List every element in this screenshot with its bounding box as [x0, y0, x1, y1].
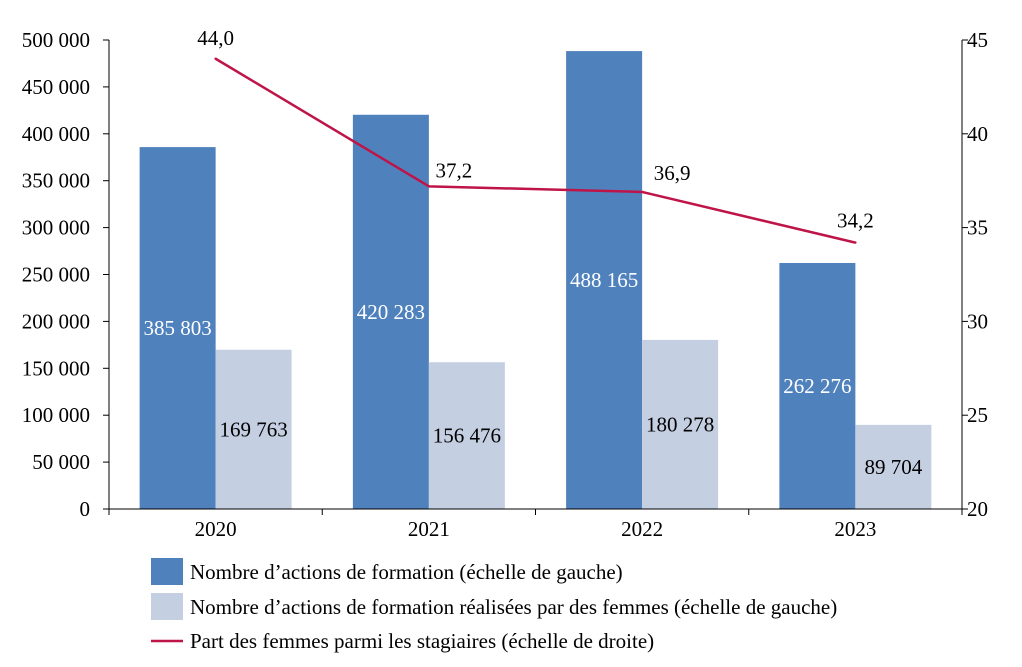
axes-group: 0 50 000 100 000 150 000 200 000 250 000 300 0… — [22, 28, 988, 541]
bar-actions-femmes-2023 — [855, 424, 932, 509]
bar-actions-formation-2022 — [566, 51, 643, 510]
bar-label-actions-formation-2020: 385 803 — [144, 316, 212, 340]
y-right-tick-label: 25 — [967, 403, 988, 427]
bar-actions-formation-2020 — [139, 147, 216, 509]
bar-label-actions-formation-2021: 420 283 — [357, 300, 425, 324]
y-right-tick-label: 20 — [967, 497, 988, 521]
bar-label-actions-femmes-2022: 180 278 — [646, 412, 714, 436]
bar-actions-femmes-2021 — [428, 362, 505, 509]
line-point-part-femmes-2023 — [854, 241, 857, 244]
bar-actions-formation-2021 — [352, 114, 429, 510]
legend-item-actions-formation: Nombre d’actions de formation (échelle d… — [151, 558, 623, 585]
legend-label-actions-femmes: Nombre d’actions de formation réalisées … — [190, 595, 837, 619]
legend-item-actions-femmes: Nombre d’actions de formation réalisées … — [151, 593, 837, 620]
bar-label-actions-femmes-2020: 169 763 — [220, 417, 288, 441]
y-right-tick-label: 35 — [967, 216, 988, 240]
y-left-tick-label: 150 000 — [22, 356, 90, 380]
bar-label-actions-femmes-2023: 89 704 — [865, 455, 923, 479]
x-tick-label-2020: 2020 — [195, 517, 237, 541]
line-label-part-femmes-2022: 36,9 — [654, 161, 691, 185]
bar-label-actions-formation-2023: 262 276 — [783, 374, 851, 398]
legend: Nombre d’actions de formation (échelle d… — [151, 558, 837, 653]
line-point-part-femmes-2022 — [640, 190, 644, 194]
bar-series-group — [139, 51, 932, 510]
line-label-part-femmes-2020: 44,0 — [197, 26, 234, 50]
legend-label-actions-formation: Nombre d’actions de formation (échelle d… — [190, 560, 623, 584]
line-part-femmes — [214, 57, 856, 244]
legend-swatch-actions-formation — [151, 558, 183, 585]
y-left-tick-label: 350 000 — [22, 169, 90, 193]
y-left-tick-label: 400 000 — [22, 122, 90, 146]
y-left-tick-label: 100 000 — [22, 403, 90, 427]
line-label-part-femmes-2021: 37,2 — [436, 158, 473, 182]
y-left-tick-label: 200 000 — [22, 309, 90, 333]
legend-swatch-actions-femmes — [151, 593, 183, 620]
legend-label-part-femmes: Part des femmes parmi les stagiaires (éc… — [190, 629, 654, 653]
line-point-part-femmes-2021 — [427, 185, 431, 188]
legend-item-part-femmes: Part des femmes parmi les stagiaires (éc… — [151, 629, 654, 653]
y-left-tick-label: 300 000 — [22, 216, 90, 240]
x-tick-label-2021: 2021 — [408, 517, 450, 541]
line-series-group: 44,0 37,2 36,9 34,2 — [197, 26, 874, 244]
y-right-tick-label: 45 — [967, 28, 988, 52]
bar-label-actions-femmes-2021: 156 476 — [433, 424, 501, 448]
y-left-tick-label: 0 — [80, 497, 91, 521]
bar-label-group: 385 803 420 283 488 165 262 276 169 763 156 4… — [144, 268, 923, 479]
line-point-part-femmes-2020 — [214, 57, 217, 60]
y-left-tick-label: 500 000 — [22, 28, 90, 52]
y-left-tick-label: 50 000 — [32, 450, 90, 474]
x-tick-label-2023: 2023 — [834, 517, 876, 541]
y-right-tick-label: 30 — [967, 309, 988, 333]
bar-actions-femmes-2022 — [642, 339, 719, 509]
y-left-tick-label: 250 000 — [22, 263, 90, 287]
line-label-part-femmes-2023: 34,2 — [837, 209, 874, 233]
bar-label-actions-formation-2022: 488 165 — [570, 268, 638, 292]
bar-actions-femmes-2020 — [215, 349, 292, 509]
x-tick-label-2022: 2022 — [621, 517, 663, 541]
y-right-tick-label: 40 — [967, 122, 988, 146]
y-left-tick-label: 450 000 — [22, 75, 90, 99]
bar-actions-formation-2023 — [779, 262, 856, 509]
